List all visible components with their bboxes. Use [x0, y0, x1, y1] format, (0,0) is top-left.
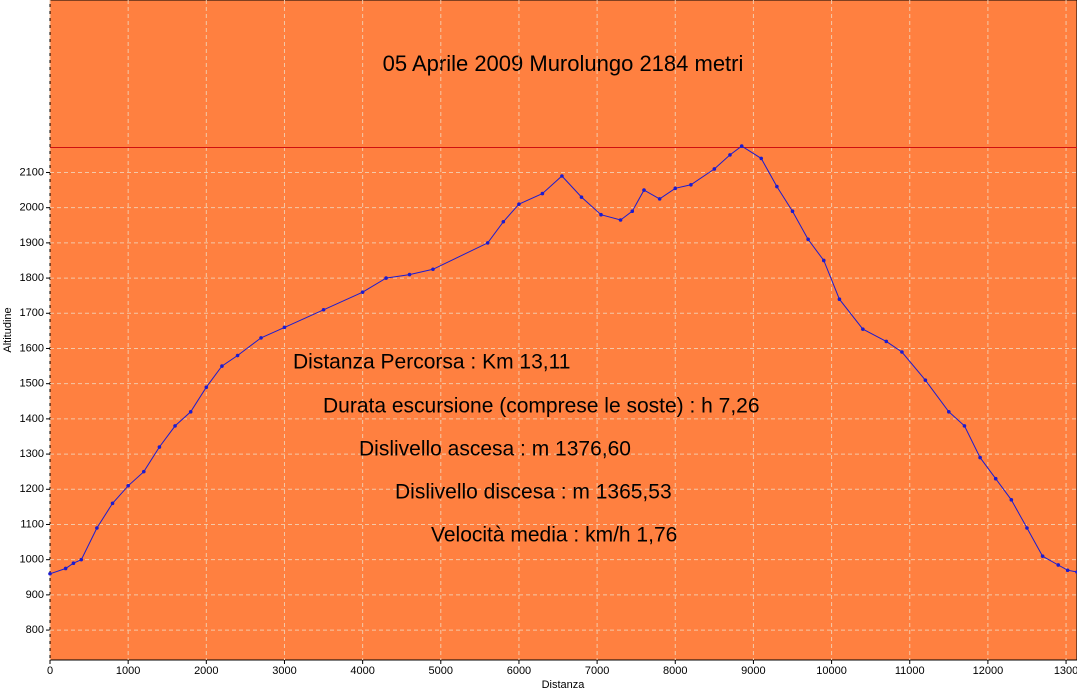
point: [220, 364, 224, 368]
y-tick-label: 1900: [20, 237, 44, 249]
point: [282, 325, 287, 330]
point: [360, 290, 365, 294]
x-tick-label: 11000: [895, 665, 925, 677]
y-tick-label: 800: [26, 624, 44, 636]
x-tick-label: 12000: [973, 665, 1004, 677]
x-tick-label: 4000: [350, 665, 374, 677]
y-tick-label: 1500: [20, 378, 44, 390]
point: [923, 378, 928, 382]
point: [739, 144, 744, 148]
x-tick-label: 6000: [507, 665, 531, 677]
x-tick-label: 10000: [816, 665, 847, 677]
point: [204, 385, 209, 390]
y-tick-label: 1400: [20, 413, 44, 425]
point: [1025, 526, 1029, 530]
x-tick-label: 9000: [741, 665, 765, 677]
point: [618, 218, 623, 222]
point: [48, 571, 52, 576]
point: [540, 191, 545, 196]
y-tick-label: 1600: [20, 342, 44, 354]
x-tick-label: 3000: [272, 665, 296, 677]
y-axis-label: Altitudine: [2, 307, 14, 352]
point: [235, 353, 240, 358]
point: [673, 186, 678, 191]
annotation: Dislivello discesa : m 1365,53: [395, 481, 672, 504]
point: [775, 184, 779, 189]
point: [110, 501, 115, 506]
point: [71, 561, 76, 565]
point: [157, 445, 162, 449]
point: [1040, 554, 1045, 558]
point: [384, 276, 388, 280]
x-tick-label: 0: [47, 665, 53, 677]
y-tick-label: 1300: [20, 448, 44, 460]
point: [712, 167, 717, 171]
point: [321, 307, 326, 312]
plot-area: [49, 0, 1077, 661]
point: [657, 197, 662, 201]
x-tick-label: 7000: [585, 665, 609, 677]
point: [485, 241, 490, 245]
y-tick-label: 2100: [20, 166, 44, 178]
chart-title: 05 Aprile 2009 Murolungo 2184 metri: [383, 51, 744, 76]
annotation: Dislivello ascesa : m 1376,60: [359, 438, 631, 461]
point: [978, 455, 982, 460]
point: [560, 174, 564, 178]
point: [1056, 563, 1061, 567]
y-tick-label: 1800: [20, 272, 44, 284]
x-tick-label: 1000: [116, 665, 140, 677]
point: [407, 272, 412, 277]
x-axis-label: Distanza: [542, 679, 586, 691]
x-tick-label: 5000: [429, 665, 453, 677]
point: [579, 195, 584, 199]
point: [259, 336, 263, 340]
point: [947, 410, 951, 414]
point: [993, 476, 998, 481]
point: [630, 209, 635, 213]
point: [1009, 498, 1014, 502]
x-tick-label: 8000: [663, 665, 687, 677]
point: [759, 156, 764, 161]
point: [962, 424, 967, 428]
y-tick-label: 900: [26, 589, 44, 601]
point: [95, 526, 99, 530]
point: [689, 183, 693, 187]
point: [790, 209, 795, 213]
point: [431, 267, 435, 272]
y-tick-label: 1000: [20, 554, 44, 566]
point: [900, 350, 904, 354]
point: [821, 258, 826, 263]
point: [126, 483, 130, 488]
point: [173, 424, 177, 428]
point: [837, 297, 842, 302]
point: [884, 339, 889, 344]
point: [79, 557, 84, 562]
annotation: Velocità media : km/h 1,76: [431, 524, 677, 547]
point: [188, 410, 193, 414]
point: [599, 212, 603, 217]
annotation: Distanza Percorsa : Km 13,11: [293, 351, 570, 374]
y-tick-label: 1700: [20, 307, 44, 319]
point: [501, 219, 506, 224]
y-tick-label: 1200: [20, 483, 44, 495]
y-tick-label: 1100: [20, 518, 44, 530]
point: [141, 469, 146, 474]
point: [642, 188, 646, 192]
y-tick-label: 2000: [20, 202, 44, 214]
x-tick-label: 2000: [194, 665, 218, 677]
annotation: Durata escursione (comprese le soste) : …: [323, 395, 760, 418]
point: [1065, 568, 1070, 573]
x-tick-label: 1300: [1054, 665, 1077, 677]
point: [806, 237, 810, 242]
point: [63, 566, 68, 571]
point: [728, 153, 732, 157]
point: [861, 327, 865, 331]
point: [517, 202, 521, 206]
